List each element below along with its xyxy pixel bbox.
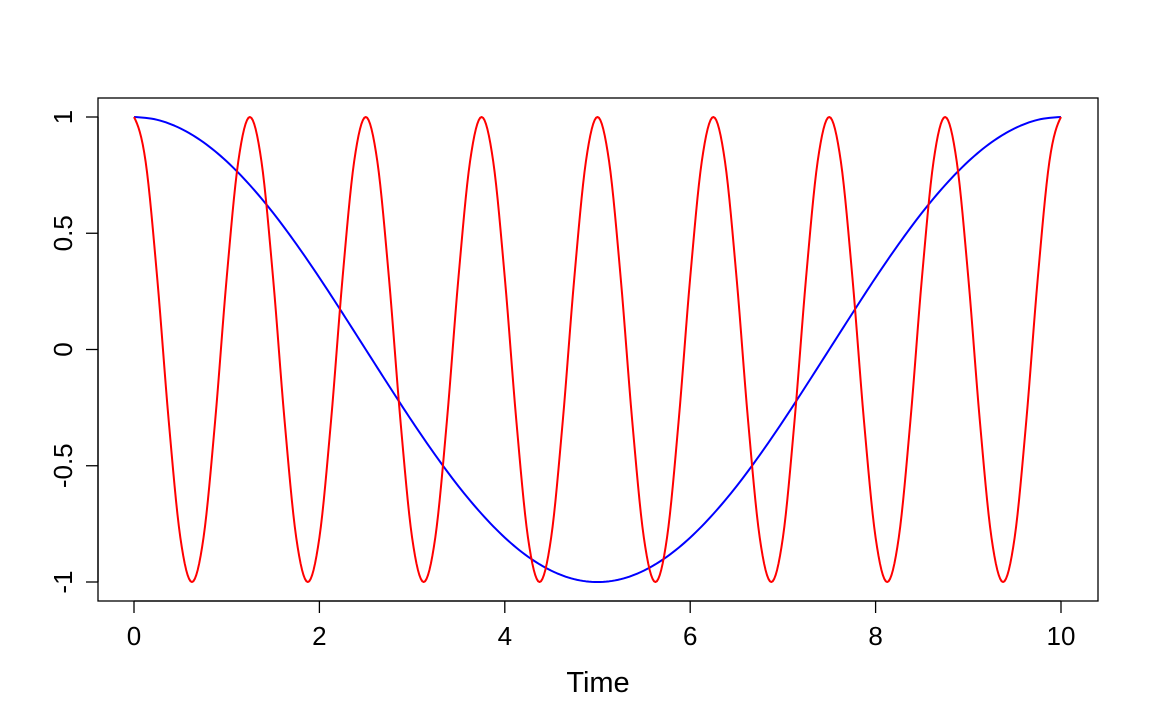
x-tick-label: 8 <box>868 621 882 651</box>
x-axis: 0 2 4 6 8 10 <box>127 600 1076 651</box>
plot-frame <box>97 97 1099 602</box>
y-tick-label: 0 <box>48 342 78 356</box>
x-tick-label: 2 <box>312 621 326 651</box>
y-tick-label: -0.5 <box>48 443 78 488</box>
series-layer <box>133 116 1062 583</box>
x-tick-label: 0 <box>127 621 141 651</box>
x-tick-label: 6 <box>683 621 697 651</box>
x-tick-label: 10 <box>1047 621 1076 651</box>
y-tick-label: 0.5 <box>48 215 78 251</box>
y-axis: -1 -0.5 0 0.5 1 <box>48 110 99 594</box>
x-axis-title: Time <box>566 667 629 699</box>
series-line-2 <box>133 116 1062 583</box>
x-tick-label: 4 <box>498 621 512 651</box>
series-line-1 <box>133 116 1062 583</box>
y-tick-label: -1 <box>48 570 78 593</box>
y-tick-label: 1 <box>48 110 78 124</box>
